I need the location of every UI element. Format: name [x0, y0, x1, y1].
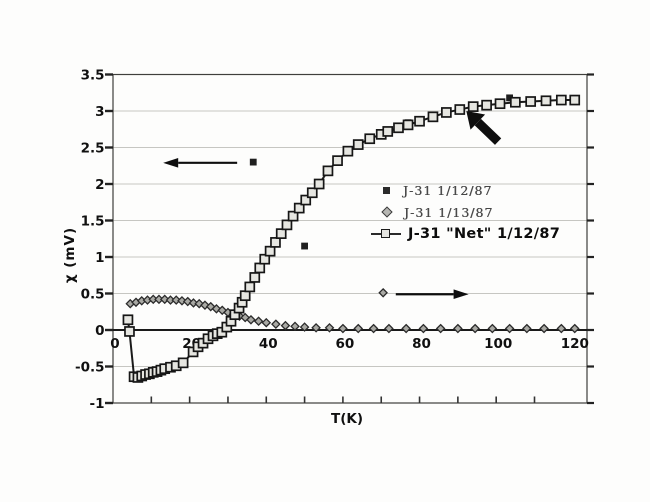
- legend-label: J-31 1/12/87: [403, 182, 493, 198]
- filled-square-marker-icon: [383, 186, 390, 194]
- axis-ticks: [105, 73, 594, 405]
- svg-text:0: 0: [95, 323, 104, 339]
- svg-text:-0.5: -0.5: [75, 359, 105, 375]
- legend-entry-raw-1-13: J-31 1/13/87: [374, 202, 560, 222]
- svg-text:3: 3: [95, 104, 104, 120]
- series-j-31-net-1-12-87: [122, 94, 581, 383]
- svg-text:60: 60: [336, 336, 355, 352]
- svg-text:3.5: 3.5: [81, 67, 105, 83]
- svg-text:1: 1: [95, 250, 104, 266]
- series-j-31-1-13-87: [125, 294, 580, 334]
- svg-text:1.5: 1.5: [81, 213, 105, 229]
- svg-text:0.5: 0.5: [81, 286, 105, 302]
- chart-legend: J-31 1/12/87 J-31 1/13/87 J-31 "Net" 1/1…: [371, 180, 561, 246]
- left-axis-arrow-icon: [163, 158, 257, 168]
- svg-text:40: 40: [259, 336, 278, 352]
- diamond-marker-icon: [381, 206, 393, 218]
- svg-text:2.5: 2.5: [81, 140, 105, 156]
- svg-text:2: 2: [95, 177, 104, 193]
- svg-text:0: 0: [110, 336, 119, 352]
- tick-labels: -1-0.500.511.522.533.50 20 40 60 80 100 120: [75, 67, 589, 412]
- plot-frame: [112, 73, 588, 404]
- svg-text:100: 100: [484, 336, 512, 352]
- svg-text:-1: -1: [90, 396, 105, 412]
- legend-entry-raw-1-12: J-31 1/12/87: [374, 180, 560, 200]
- svg-text:120: 120: [561, 336, 589, 352]
- svg-text:80: 80: [412, 336, 431, 352]
- highlight-arrow-icon: [466, 111, 502, 145]
- x-axis-title: T(K): [330, 411, 363, 427]
- legend-label: J-31 "Net" 1/12/87: [408, 226, 561, 242]
- y-axis-title: χ (mV): [62, 226, 78, 284]
- legend-label: J-31 1/13/87: [404, 204, 494, 220]
- right-axis-arrow-icon: [378, 287, 469, 300]
- open-square-line-marker-icon: [371, 229, 401, 239]
- legend-entry-net: J-31 "Net" 1/12/87: [371, 224, 561, 244]
